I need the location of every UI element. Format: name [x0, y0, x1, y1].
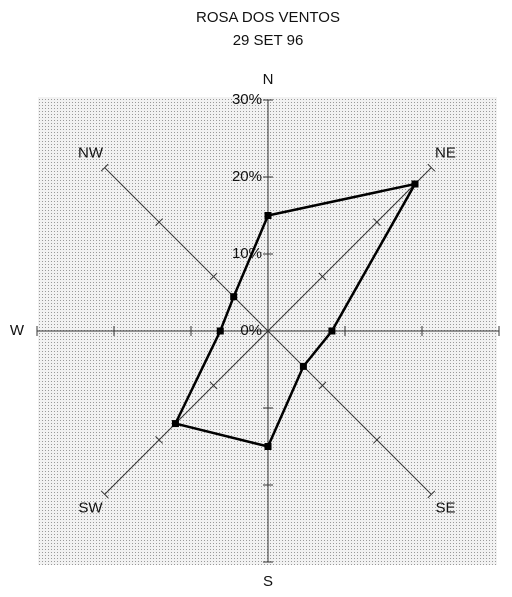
point-marker: [264, 443, 272, 450]
tick-mark: [209, 381, 218, 390]
tick-mark: [427, 163, 436, 172]
chart-title: ROSA DOS VENTOS: [196, 9, 340, 26]
category-label: W: [10, 322, 25, 339]
category-label: NE: [435, 144, 456, 161]
tick-label: 0%: [240, 322, 262, 339]
category-label: NW: [78, 144, 104, 161]
category-label: N: [263, 71, 274, 88]
category-label: S: [263, 573, 273, 590]
point-marker: [411, 180, 419, 188]
tick-mark: [100, 163, 109, 172]
axis-line: [104, 330, 269, 495]
point-marker: [264, 212, 272, 219]
tick-mark: [100, 490, 109, 499]
axis-line: [267, 330, 432, 495]
tick-mark: [318, 381, 327, 390]
tick-mark: [373, 218, 381, 226]
axis-line: [267, 167, 432, 332]
tick-label: 30%: [232, 91, 262, 108]
point-marker: [299, 362, 307, 370]
tick-label: 10%: [232, 245, 262, 262]
tick-mark: [209, 272, 218, 281]
axis-line: [104, 167, 269, 332]
point-marker: [171, 420, 179, 428]
tick-mark: [373, 436, 381, 444]
point-marker: [328, 327, 336, 335]
category-label: SW: [78, 499, 103, 516]
tick-mark: [155, 218, 163, 226]
tick-mark: [427, 490, 436, 499]
tick-mark: [318, 272, 327, 281]
point-marker: [230, 293, 238, 301]
tick-label: 20%: [232, 168, 262, 185]
category-label: SE: [435, 499, 455, 516]
point-marker: [216, 327, 224, 335]
chart-subtitle: 29 SET 96: [233, 32, 304, 49]
tick-mark: [155, 436, 163, 444]
